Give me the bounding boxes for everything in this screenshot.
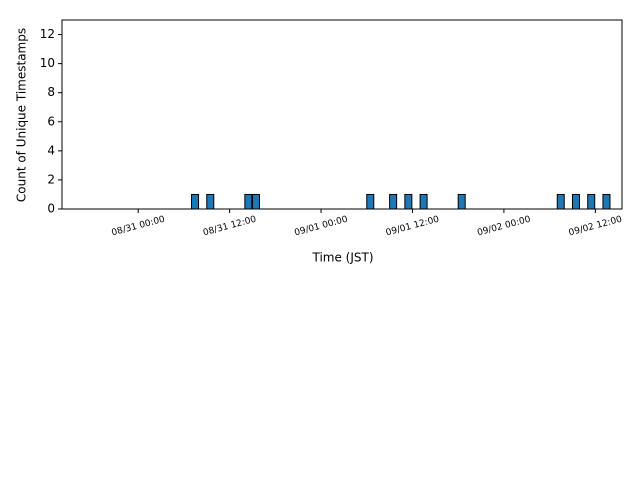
y-tick-label: 0 (47, 202, 55, 216)
x-tick-label: 09/01 12:00 (385, 214, 441, 238)
bar (602, 193, 611, 210)
bar (571, 193, 580, 210)
x-tick-label: 08/31 12:00 (202, 214, 258, 238)
bar (206, 193, 215, 210)
y-tick-label: 6 (47, 114, 55, 128)
y-tick-label: 2 (47, 172, 55, 186)
bar (366, 193, 375, 210)
y-tick-label: 10 (40, 56, 55, 70)
bar (457, 193, 466, 210)
bar (389, 193, 398, 210)
bar (419, 193, 428, 210)
x-tick-label: 09/02 12:00 (568, 214, 624, 238)
x-tick-label: 09/02 00:00 (476, 214, 532, 238)
plot-frame (61, 19, 623, 210)
bar (244, 193, 253, 210)
x-tick-label: 09/01 00:00 (293, 214, 349, 238)
y-tick-label: 8 (47, 85, 55, 99)
y-tick-label: 12 (40, 27, 55, 41)
bar (251, 193, 260, 210)
x-axis-label: Time (JST) (311, 251, 373, 265)
bar (191, 193, 200, 210)
x-tick-label: 08/31 00:00 (111, 214, 167, 238)
y-tick-label: 4 (47, 143, 55, 157)
y-axis-label: Count of Unique Timestamps (15, 28, 29, 202)
bar (404, 193, 413, 210)
bar (587, 193, 596, 210)
bar (556, 193, 565, 210)
